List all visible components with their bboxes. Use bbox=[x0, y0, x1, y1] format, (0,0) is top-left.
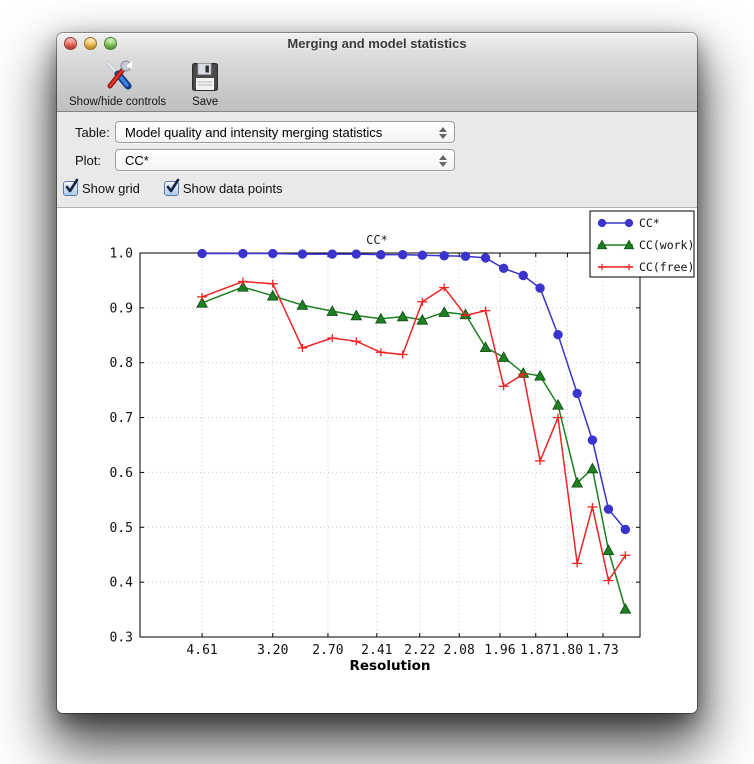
show-hide-controls-label: Show/hide controls bbox=[69, 96, 167, 108]
table-select[interactable]: Model quality and intensity merging stat… bbox=[115, 121, 455, 143]
plot-label: Plot: bbox=[75, 152, 102, 168]
svg-text:Resolution: Resolution bbox=[349, 658, 430, 674]
svg-text:1.80: 1.80 bbox=[552, 643, 583, 658]
svg-text:2.22: 2.22 bbox=[404, 643, 435, 658]
svg-text:1.87: 1.87 bbox=[520, 643, 551, 658]
svg-text:CC*: CC* bbox=[639, 216, 660, 230]
svg-text:CC*: CC* bbox=[366, 233, 388, 247]
window-header: Merging and model statistics bbox=[57, 33, 697, 112]
svg-text:1.0: 1.0 bbox=[110, 247, 133, 262]
save-label: Save bbox=[192, 96, 219, 108]
svg-text:0.4: 0.4 bbox=[110, 576, 134, 591]
stepper-arrows-icon bbox=[438, 124, 448, 142]
plot-select-value: CC* bbox=[125, 152, 149, 168]
svg-text:CC(work): CC(work) bbox=[639, 238, 694, 252]
svg-text:0.5: 0.5 bbox=[110, 521, 133, 536]
svg-text:1.96: 1.96 bbox=[484, 643, 515, 658]
chart: 4.61 3.20 2.70 2.41 2.22 2.08 1.96 1.87 1.80 1.73… bbox=[110, 210, 695, 674]
show-hide-controls-button[interactable]: Show/hide controls bbox=[65, 57, 170, 110]
plot-select[interactable]: CC* bbox=[115, 149, 455, 171]
title-bar[interactable]: Merging and model statistics bbox=[57, 33, 697, 55]
show-grid-checkbox[interactable] bbox=[63, 178, 79, 196]
zoom-button[interactable] bbox=[104, 37, 117, 50]
legend: CC* CC(work) CC(free) bbox=[589, 210, 695, 278]
chart-canvas: 4.61 3.20 2.70 2.41 2.22 2.08 1.96 1.87 1.80 1.73… bbox=[57, 208, 697, 712]
close-button[interactable] bbox=[64, 37, 77, 50]
svg-text:2.41: 2.41 bbox=[361, 643, 392, 658]
svg-text:0.7: 0.7 bbox=[110, 411, 133, 426]
svg-text:CC(free): CC(free) bbox=[639, 260, 694, 274]
svg-text:2.08: 2.08 bbox=[444, 643, 475, 658]
svg-text:0.3: 0.3 bbox=[110, 631, 133, 646]
series-CC(free) bbox=[197, 277, 631, 585]
table-select-value: Model quality and intensity merging stat… bbox=[125, 124, 383, 140]
minimize-button[interactable] bbox=[84, 37, 97, 50]
controls-panel: Table: Model quality and intensity mergi… bbox=[57, 112, 697, 208]
series-CC* bbox=[197, 248, 631, 535]
svg-text:0.9: 0.9 bbox=[110, 301, 133, 316]
grid-lines bbox=[140, 253, 640, 637]
show-data-points-checkbox[interactable] bbox=[163, 178, 180, 196]
axis-ticks bbox=[140, 252, 640, 638]
toolbar: Show/hide controls Save bbox=[65, 55, 226, 110]
app-window: Merging and model statistics bbox=[57, 33, 697, 713]
series-CC(work) bbox=[196, 280, 632, 614]
window-title: Merging and model statistics bbox=[287, 36, 467, 51]
table-label: Table: bbox=[75, 124, 110, 140]
save-button[interactable]: Save bbox=[184, 57, 226, 110]
svg-text:0.8: 0.8 bbox=[110, 356, 133, 371]
tools-icon bbox=[105, 60, 132, 90]
show-grid-label: Show grid bbox=[82, 181, 140, 196]
svg-text:4.61: 4.61 bbox=[186, 643, 217, 658]
stepper-arrows-icon bbox=[438, 152, 448, 170]
svg-text:2.70: 2.70 bbox=[312, 643, 343, 658]
svg-text:3.20: 3.20 bbox=[257, 643, 288, 658]
checkmark-icon bbox=[166, 178, 180, 193]
svg-text:0.6: 0.6 bbox=[110, 466, 133, 481]
save-icon bbox=[192, 63, 219, 91]
checkmark-icon bbox=[65, 178, 79, 193]
show-data-points-label: Show data points bbox=[182, 181, 283, 196]
svg-text:1.73: 1.73 bbox=[587, 643, 618, 658]
